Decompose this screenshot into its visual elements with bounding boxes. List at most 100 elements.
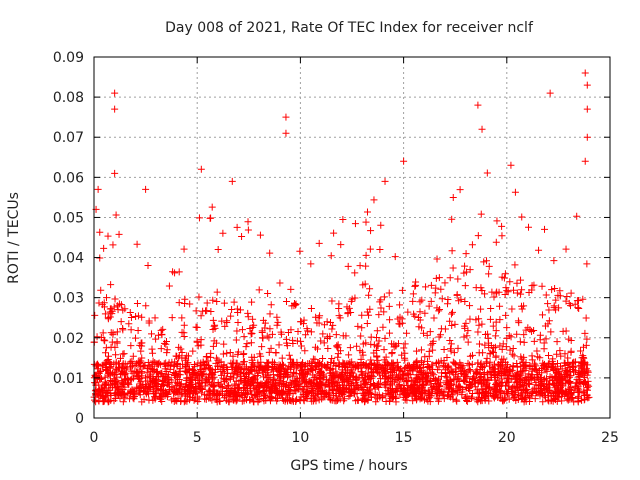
data-point xyxy=(98,362,106,370)
data-point xyxy=(562,245,570,253)
data-point xyxy=(401,356,409,364)
data-point xyxy=(399,370,407,378)
data-point xyxy=(513,378,521,386)
data-point xyxy=(207,214,215,222)
data-point xyxy=(575,385,583,393)
data-point xyxy=(247,339,255,347)
data-point xyxy=(517,374,525,382)
data-point xyxy=(473,368,481,376)
data-point xyxy=(314,380,322,388)
data-point xyxy=(434,397,442,405)
data-point xyxy=(492,332,500,340)
data-point xyxy=(145,373,153,381)
data-point xyxy=(507,333,515,341)
data-point xyxy=(485,270,493,278)
data-point xyxy=(361,375,369,383)
data-point xyxy=(127,342,135,350)
data-point xyxy=(502,284,510,292)
data-point xyxy=(229,384,237,392)
data-point xyxy=(430,371,438,379)
data-point xyxy=(163,349,171,357)
data-point xyxy=(447,347,455,355)
data-point xyxy=(398,286,406,294)
data-point xyxy=(152,368,160,376)
data-point xyxy=(288,397,296,405)
data-point xyxy=(544,352,552,360)
data-point xyxy=(267,301,275,309)
data-point xyxy=(223,318,231,326)
data-point xyxy=(412,374,420,382)
data-point xyxy=(246,388,254,396)
data-point xyxy=(268,394,276,402)
data-point xyxy=(353,342,361,350)
axis-ticks: 0 0.01 0.02 0.03 0.04 0.05 0.06 0.07 0.08 0.09 0 5 1… xyxy=(53,50,619,446)
data-point xyxy=(192,307,200,315)
data-point xyxy=(467,394,475,402)
data-point xyxy=(387,395,395,403)
data-point xyxy=(501,270,509,278)
data-point xyxy=(194,369,202,377)
data-point xyxy=(439,388,447,396)
x-tick-label: 20 xyxy=(498,430,516,446)
data-point xyxy=(244,218,252,226)
data-point xyxy=(569,359,577,367)
data-point xyxy=(135,375,143,383)
data-point xyxy=(100,299,108,307)
data-point xyxy=(379,363,387,371)
data-point xyxy=(413,371,421,379)
data-point xyxy=(328,325,336,333)
data-point xyxy=(266,325,274,333)
data-point xyxy=(209,342,217,350)
data-point xyxy=(421,309,429,317)
data-point xyxy=(478,125,486,133)
data-point xyxy=(375,370,383,378)
data-point xyxy=(263,384,271,392)
data-point xyxy=(513,369,521,377)
data-point xyxy=(553,350,561,358)
data-point xyxy=(422,283,430,291)
y-tick-label: 0.05 xyxy=(53,210,84,226)
data-point xyxy=(248,356,256,364)
data-point xyxy=(456,359,464,367)
data-point xyxy=(233,223,241,231)
data-point xyxy=(133,372,141,380)
data-point xyxy=(178,314,186,322)
data-point xyxy=(365,291,373,299)
data-point xyxy=(457,295,465,303)
data-point xyxy=(209,381,217,389)
data-point xyxy=(134,312,142,320)
data-point xyxy=(203,307,211,315)
data-point xyxy=(462,384,470,392)
data-point xyxy=(518,213,526,221)
data-point xyxy=(244,365,252,373)
data-point xyxy=(129,394,137,402)
data-point xyxy=(513,289,521,297)
data-point xyxy=(213,297,221,305)
data-point xyxy=(490,344,498,352)
data-point xyxy=(270,383,278,391)
data-point xyxy=(506,346,514,354)
data-point xyxy=(261,319,269,327)
data-point xyxy=(106,361,114,369)
data-point xyxy=(539,359,547,367)
data-point xyxy=(566,367,574,375)
data-point xyxy=(481,290,489,298)
data-point xyxy=(488,288,496,296)
data-point xyxy=(316,375,324,383)
data-point xyxy=(553,368,561,376)
data-point xyxy=(287,365,295,373)
data-point xyxy=(142,185,150,193)
data-point xyxy=(264,290,272,298)
data-point xyxy=(480,369,488,377)
data-point xyxy=(510,393,518,401)
data-point xyxy=(341,371,349,379)
data-point xyxy=(323,318,331,326)
data-point xyxy=(93,333,101,341)
data-point xyxy=(362,251,370,259)
data-point xyxy=(385,289,393,297)
data-point xyxy=(102,349,110,357)
data-point xyxy=(117,354,125,362)
data-point xyxy=(223,349,231,357)
data-point xyxy=(262,371,270,379)
data-point xyxy=(160,339,168,347)
